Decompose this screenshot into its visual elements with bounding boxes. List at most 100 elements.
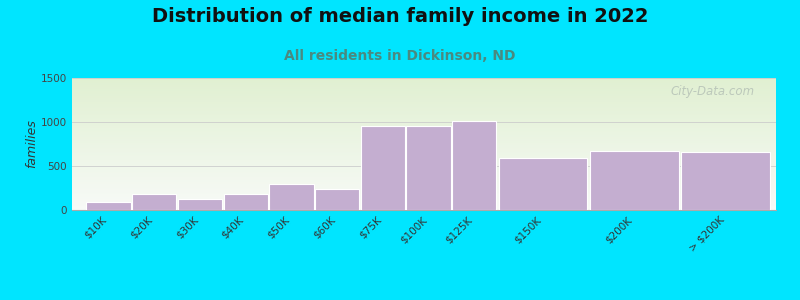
Bar: [72, 185, 776, 186]
Bar: [72, 152, 776, 153]
Bar: [406, 125, 450, 210]
Bar: [72, 124, 776, 125]
Bar: [72, 174, 776, 176]
Bar: [72, 91, 776, 92]
Bar: [72, 90, 776, 91]
Bar: [72, 203, 776, 205]
Bar: [72, 164, 776, 165]
Bar: [72, 198, 776, 200]
Bar: [72, 200, 776, 201]
Bar: [72, 197, 776, 198]
Bar: [72, 182, 776, 184]
Bar: [72, 122, 776, 123]
Bar: [72, 201, 776, 202]
Bar: [72, 134, 776, 135]
Bar: [590, 151, 678, 210]
Bar: [72, 83, 776, 85]
Bar: [72, 131, 776, 132]
Bar: [86, 202, 130, 210]
Bar: [72, 145, 776, 147]
Bar: [270, 184, 314, 210]
Bar: [72, 153, 776, 154]
Bar: [72, 191, 776, 193]
Bar: [72, 172, 776, 173]
Bar: [72, 97, 776, 98]
Bar: [72, 170, 776, 172]
Bar: [72, 196, 776, 197]
Bar: [72, 207, 776, 209]
Bar: [72, 156, 776, 157]
Bar: [72, 87, 776, 88]
Bar: [72, 136, 776, 137]
Bar: [72, 98, 776, 99]
Bar: [223, 194, 268, 210]
Bar: [72, 82, 776, 83]
Bar: [72, 99, 776, 100]
Bar: [72, 107, 776, 108]
Bar: [72, 144, 776, 145]
Bar: [498, 158, 587, 210]
Text: All residents in Dickinson, ND: All residents in Dickinson, ND: [284, 50, 516, 64]
Bar: [72, 110, 776, 111]
Bar: [682, 152, 770, 210]
Bar: [72, 123, 776, 124]
Bar: [72, 127, 776, 128]
Bar: [72, 188, 776, 189]
Bar: [72, 135, 776, 136]
Bar: [72, 176, 776, 177]
Bar: [72, 161, 776, 163]
Bar: [72, 112, 776, 114]
Bar: [452, 121, 497, 210]
Bar: [72, 178, 776, 180]
Bar: [72, 137, 776, 139]
Text: Distribution of median family income in 2022: Distribution of median family income in …: [152, 8, 648, 26]
Bar: [72, 81, 776, 82]
Bar: [72, 143, 776, 144]
Bar: [72, 94, 776, 95]
Bar: [72, 141, 776, 143]
Bar: [72, 154, 776, 156]
Bar: [72, 140, 776, 141]
Bar: [132, 194, 177, 210]
Bar: [72, 125, 776, 127]
Bar: [72, 88, 776, 90]
Bar: [72, 118, 776, 119]
Bar: [72, 160, 776, 161]
Bar: [72, 167, 776, 168]
Bar: [72, 132, 776, 134]
Bar: [72, 139, 776, 140]
Bar: [72, 100, 776, 102]
Bar: [72, 103, 776, 104]
Bar: [72, 168, 776, 169]
Bar: [72, 106, 776, 107]
Bar: [72, 177, 776, 178]
Bar: [72, 180, 776, 181]
Bar: [72, 157, 776, 158]
Bar: [72, 116, 776, 118]
Bar: [72, 86, 776, 87]
Bar: [72, 189, 776, 190]
Bar: [72, 119, 776, 120]
Bar: [72, 181, 776, 182]
Bar: [72, 186, 776, 188]
Bar: [178, 200, 222, 210]
Bar: [72, 128, 776, 130]
Bar: [315, 189, 359, 210]
Bar: [72, 95, 776, 97]
Bar: [72, 130, 776, 131]
Bar: [72, 190, 776, 191]
Bar: [72, 108, 776, 110]
Bar: [72, 111, 776, 112]
Bar: [72, 149, 776, 151]
Bar: [72, 78, 776, 79]
Bar: [72, 184, 776, 185]
Bar: [72, 92, 776, 94]
Bar: [72, 209, 776, 210]
Bar: [72, 147, 776, 148]
Bar: [72, 205, 776, 206]
Bar: [72, 79, 776, 81]
Bar: [72, 169, 776, 170]
Bar: [72, 194, 776, 196]
Bar: [72, 158, 776, 160]
Bar: [72, 104, 776, 106]
